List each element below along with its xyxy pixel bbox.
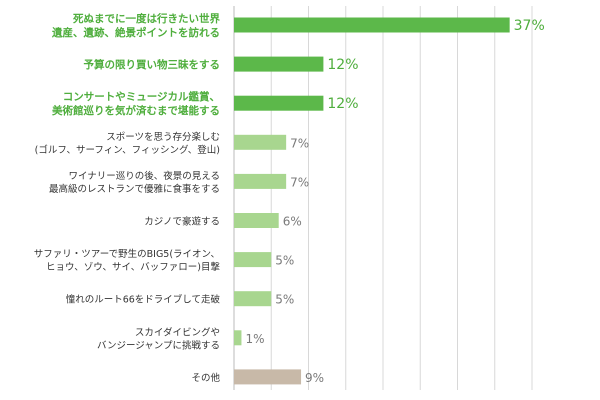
bar (234, 134, 287, 150)
category-label: 予算の限り買い物三昧をする (84, 58, 221, 71)
category-label: スポーツを思う存分楽しむ(ゴルフ、サーフィン、フィッシング、登山) (35, 131, 220, 156)
bar (234, 330, 242, 346)
value-label: 6% (283, 215, 302, 229)
bar (234, 17, 510, 33)
category-label: スカイダイビングやバンジージャンプに挑戦する (97, 326, 220, 351)
value-label: 5% (275, 254, 294, 268)
value-label: 12% (327, 96, 358, 112)
value-label: 12% (327, 57, 358, 73)
value-label: 1% (245, 332, 264, 346)
value-label: 9% (305, 371, 324, 385)
category-label: 憧れのルート66をドライブして走破 (66, 294, 221, 306)
category-label: カジノで豪遊する (144, 216, 220, 228)
bar (234, 95, 324, 111)
category-label: サファリ・ツアーで野生のBIG5(ライオン、ヒョウ、ゾウ、サイ、バッファロー)目… (34, 248, 221, 273)
category-labels: 死ぬまでに一度は行きたい世界遺産、遺跡、絶景ポイントを訪れる予算の限り買い物三昧… (34, 12, 221, 384)
bar (234, 213, 279, 228)
category-label: その他 (191, 372, 220, 384)
bars (234, 17, 510, 385)
bar (234, 56, 324, 72)
category-label: ワイナリー巡りの後、夜景の見える最高級のレストランで優雅に食事をする (49, 170, 220, 195)
value-labels: 37% 12% 12% 7% 7% 6% 5% 5% 1% 9% (245, 18, 544, 385)
category-label: 死ぬまでに一度は行きたい世界遺産、遺跡、絶景ポイントを訪れる (51, 12, 220, 39)
value-label: 5% (275, 293, 294, 307)
bar (234, 252, 272, 268)
bar (234, 291, 272, 307)
value-label: 7% (290, 175, 309, 189)
bar (234, 369, 302, 385)
category-label: コンサートやミュージカル鑑賞、美術館巡りを気が済むまで堪能する (52, 90, 220, 117)
bar (234, 173, 287, 189)
value-label: 37% (514, 18, 545, 34)
value-label: 7% (290, 136, 309, 150)
